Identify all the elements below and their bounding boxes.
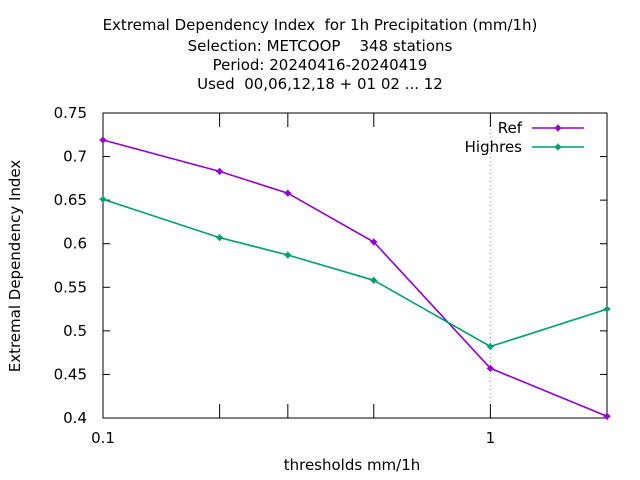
series-line-highres <box>102 198 608 348</box>
plot-frame <box>102 112 608 419</box>
data-point-ref <box>99 136 107 144</box>
y-tick-label: 0.6 <box>63 235 87 253</box>
y-axis-label: Extremal Dependency Index <box>6 160 24 373</box>
data-point-ref <box>486 364 494 372</box>
data-point-highres <box>99 195 107 203</box>
series <box>99 136 611 420</box>
title-line-2: Selection: METCOOP 348 stations <box>187 37 453 55</box>
y-tick-label: 0.5 <box>63 322 87 340</box>
y-tick-label: 0.65 <box>54 191 87 209</box>
y-tick-label: 0.4 <box>63 409 87 427</box>
x-axis-label: thresholds mm/1h <box>284 456 421 474</box>
y-tick-label: 0.7 <box>63 148 87 166</box>
data-point-highres <box>486 343 494 351</box>
data-point-highres <box>603 305 611 313</box>
y-tick-label: 0.75 <box>54 104 87 122</box>
title-line-1: Extremal Dependency Index for 1h Precipi… <box>102 16 538 34</box>
legend-marker-ref <box>554 124 562 132</box>
data-point-ref <box>370 238 378 246</box>
data-point-ref <box>216 167 224 175</box>
x-tick-label: 1 <box>486 429 496 447</box>
data-point-ref <box>603 412 611 420</box>
x-tick-label: 0.1 <box>91 429 115 447</box>
title-line-3: Period: 20240416-20240419 <box>212 56 428 74</box>
data-point-highres <box>284 251 292 259</box>
data-point-ref <box>284 189 292 197</box>
y-tick-label: 0.55 <box>54 278 87 296</box>
axis-ticks: 0.4 0.45 0.5 0.55 0.6 0.65 0.7 0.75 0.1 1 <box>54 104 607 447</box>
title-line-4: Used 00,06,12,18 + 01 02 ... 12 <box>197 75 443 93</box>
data-point-highres <box>216 234 224 242</box>
legend-label-ref: Ref <box>498 119 523 137</box>
legend-marker-highres <box>554 143 562 151</box>
y-tick-label: 0.45 <box>54 365 87 383</box>
data-point-highres <box>370 276 378 284</box>
legend-label-highres: Highres <box>465 138 523 156</box>
series-line-ref <box>102 139 608 418</box>
